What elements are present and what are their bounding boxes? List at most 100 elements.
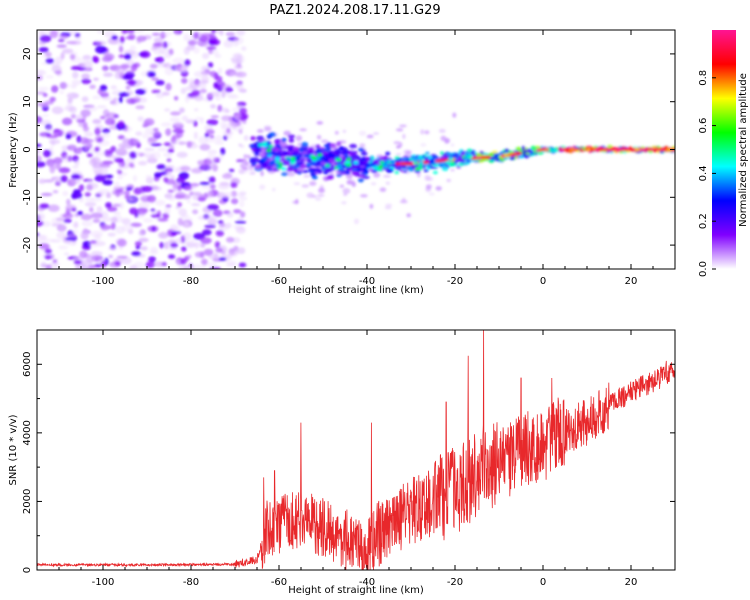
faint-blob bbox=[243, 135, 249, 141]
spectrogram-x-tick-label: -60 bbox=[271, 276, 287, 287]
noise-blob bbox=[105, 202, 112, 209]
spectrogram-x-tick-label: 0 bbox=[540, 276, 546, 287]
noise-blob bbox=[183, 185, 193, 191]
noise-blob bbox=[92, 119, 102, 124]
noise-blob bbox=[81, 220, 93, 227]
noise-blob bbox=[72, 192, 83, 199]
noise-blob bbox=[181, 115, 189, 122]
noise-blob bbox=[79, 250, 88, 259]
noise-blob bbox=[48, 146, 54, 150]
noise-blob bbox=[90, 212, 103, 219]
noise-blob bbox=[180, 213, 190, 220]
noise-blob bbox=[163, 241, 170, 250]
noise-blob bbox=[129, 151, 137, 159]
ridge-blob bbox=[394, 171, 400, 175]
noise-blob bbox=[232, 82, 244, 88]
noise-blob bbox=[40, 192, 53, 197]
noise-blob bbox=[118, 96, 123, 104]
noise-blob bbox=[88, 179, 93, 185]
noise-blob bbox=[194, 95, 204, 102]
noise-blob bbox=[113, 181, 120, 190]
ridge-blob bbox=[266, 134, 272, 139]
noise-blob bbox=[150, 143, 162, 147]
noise-blob bbox=[212, 49, 219, 56]
noise-blob bbox=[51, 239, 61, 243]
spectrogram-x-tick-label: 20 bbox=[625, 276, 638, 287]
cluster-blob bbox=[377, 167, 383, 172]
noise-blob bbox=[187, 254, 192, 259]
ridge-blob bbox=[499, 151, 504, 155]
snr-x-tick-label: -40 bbox=[359, 577, 375, 588]
noise-blob bbox=[102, 179, 113, 186]
noise-blob bbox=[148, 256, 157, 263]
noise-blob bbox=[138, 230, 144, 237]
cluster-blob bbox=[268, 144, 274, 149]
noise-blob bbox=[116, 255, 128, 259]
cluster-blob bbox=[266, 148, 272, 153]
noise-blob bbox=[62, 48, 74, 54]
noise-blob bbox=[230, 198, 239, 205]
faint-blob bbox=[260, 170, 264, 177]
noise-blob bbox=[66, 198, 71, 206]
noise-blob bbox=[111, 246, 118, 251]
noise-blob bbox=[129, 264, 137, 269]
snr-y-tick-label: 2000 bbox=[22, 489, 33, 514]
ridge-core-blob bbox=[486, 155, 491, 159]
ridge-blob bbox=[426, 167, 430, 170]
faint-blob bbox=[334, 130, 339, 135]
noise-blob bbox=[119, 64, 131, 69]
noise-blob bbox=[178, 141, 186, 145]
noise-blob bbox=[208, 39, 221, 46]
ridge-blob bbox=[394, 155, 400, 160]
noise-blob bbox=[154, 172, 162, 178]
noise-blob bbox=[146, 71, 156, 78]
noise-blob bbox=[74, 159, 80, 166]
noise-blob bbox=[61, 117, 73, 126]
noise-blob bbox=[63, 252, 70, 256]
noise-blob bbox=[179, 107, 185, 113]
ridge-blob bbox=[452, 152, 457, 155]
ridge-blob bbox=[378, 157, 383, 161]
ridge-blob bbox=[360, 152, 368, 156]
noise-blob bbox=[65, 237, 76, 241]
noise-blob bbox=[153, 128, 159, 132]
ridge-blob bbox=[492, 150, 498, 154]
noise-blob bbox=[214, 241, 221, 249]
noise-blob bbox=[99, 115, 106, 120]
noise-blob bbox=[129, 207, 138, 215]
noise-blob bbox=[80, 109, 91, 117]
ridge-blob bbox=[302, 147, 308, 152]
noise-blob bbox=[81, 57, 92, 65]
faint-blob bbox=[446, 178, 451, 183]
noise-blob bbox=[198, 35, 209, 42]
ridge-blob bbox=[443, 168, 449, 171]
noise-blob bbox=[197, 159, 210, 166]
noise-blob bbox=[111, 91, 117, 95]
noise-blob bbox=[117, 135, 125, 140]
noise-blob bbox=[96, 206, 103, 213]
faint-blob bbox=[370, 182, 377, 186]
noise-blob bbox=[125, 157, 136, 165]
noise-blob bbox=[239, 200, 245, 208]
noise-blob bbox=[135, 245, 141, 250]
ridge-blob bbox=[315, 144, 321, 149]
noise-blob bbox=[165, 128, 172, 137]
noise-blob bbox=[89, 84, 96, 90]
noise-blob bbox=[111, 35, 118, 41]
noise-blob bbox=[145, 176, 154, 184]
cluster-blob bbox=[281, 167, 287, 171]
snr-y-tick-label: 6000 bbox=[22, 352, 33, 377]
noise-blob bbox=[160, 32, 173, 36]
noise-blob bbox=[146, 194, 157, 203]
noise-blob bbox=[38, 243, 50, 250]
noise-blob bbox=[82, 121, 88, 128]
noise-blob bbox=[234, 64, 243, 70]
ridge-blob bbox=[482, 152, 488, 156]
faint-blob bbox=[351, 181, 356, 188]
noise-blob bbox=[66, 92, 73, 99]
noise-blob bbox=[204, 224, 217, 229]
noise-blob bbox=[189, 183, 200, 187]
faint-blob bbox=[242, 119, 247, 125]
noise-blob bbox=[102, 128, 111, 134]
noise-blob bbox=[198, 80, 209, 84]
